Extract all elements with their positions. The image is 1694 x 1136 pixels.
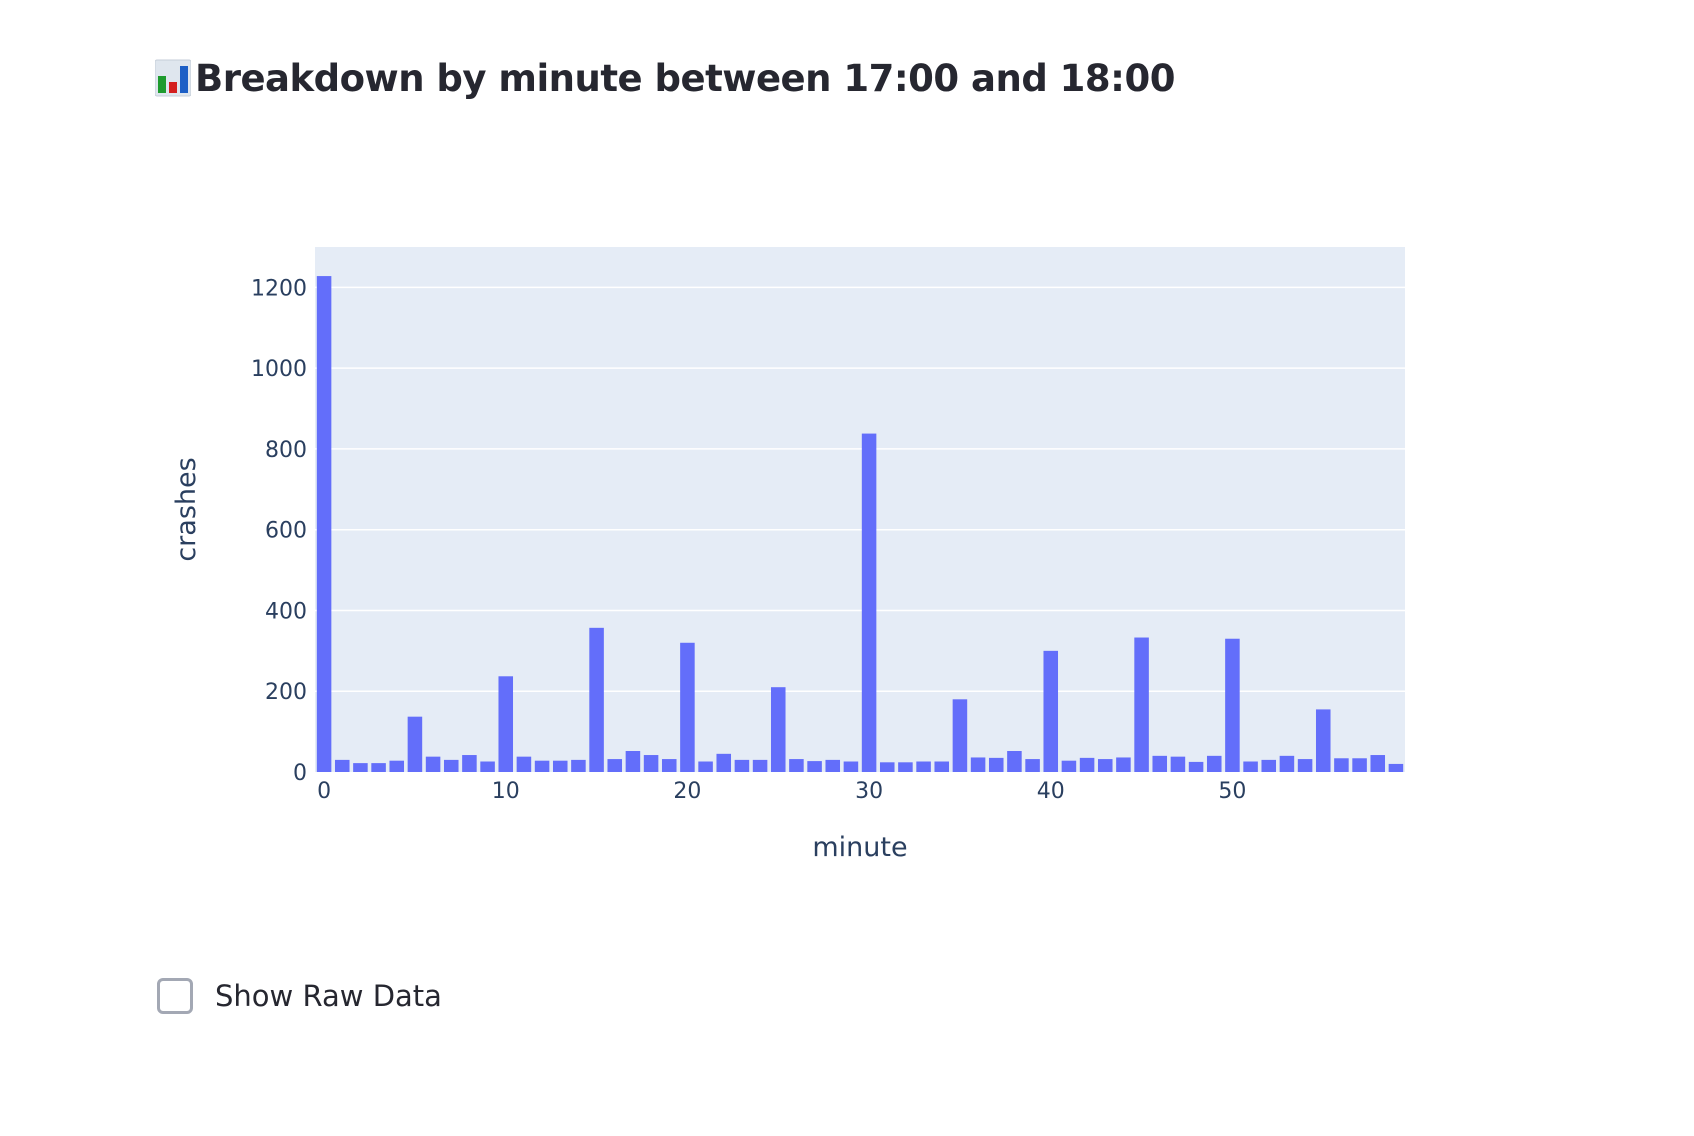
bar-minute-18 [643, 755, 659, 772]
bar-minute-4 [389, 760, 405, 772]
bar-minute-45 [1134, 637, 1149, 772]
y-tick-label: 400 [265, 599, 307, 624]
bar-minute-55 [1315, 709, 1331, 772]
bar-minute-57 [1352, 758, 1367, 772]
y-tick-label: 1000 [251, 357, 307, 382]
bar-minute-41 [1061, 760, 1077, 772]
bar-minute-12 [534, 760, 550, 772]
bar-minute-51 [1243, 761, 1258, 772]
y-tick-label: 600 [265, 519, 307, 544]
bar-minute-21 [698, 761, 713, 772]
bar-minute-50 [1225, 638, 1240, 772]
bar-minute-34 [934, 761, 950, 772]
bar-minute-31 [879, 762, 895, 772]
bar-minute-15 [589, 627, 604, 772]
bar-chart-icon [155, 59, 191, 97]
y-tick-label: 1200 [251, 276, 307, 301]
bar-minute-16 [607, 759, 623, 772]
show-raw-data-label: Show Raw Data [215, 979, 442, 1013]
bar-minute-33 [916, 761, 931, 772]
bar-minute-2 [353, 763, 368, 772]
bar-minute-47 [1170, 756, 1186, 772]
bar-minute-1 [334, 759, 350, 772]
show-raw-data-checkbox[interactable] [157, 978, 193, 1014]
bar-minute-53 [1279, 755, 1295, 772]
bar-minute-19 [661, 759, 677, 772]
bar-minute-52 [1261, 759, 1277, 772]
y-tick-label: 200 [265, 680, 307, 705]
bar-minute-35 [952, 699, 968, 772]
bar-minute-20 [680, 642, 695, 772]
y-tick-label: 0 [293, 761, 307, 786]
bar-minute-26 [789, 759, 804, 772]
bar-minute-42 [1079, 757, 1095, 772]
section-header: Breakdown by minute between 17:00 and 18… [155, 52, 1175, 104]
bar-minute-17 [625, 751, 641, 772]
bar-minute-5 [407, 716, 423, 772]
bar-minute-43 [1097, 759, 1113, 772]
bar-minute-24 [752, 759, 768, 772]
x-tick-label: 40 [1037, 779, 1065, 804]
bar-minute-23 [734, 759, 750, 772]
bar-minute-3 [371, 763, 386, 772]
show-raw-data-toggle[interactable]: Show Raw Data [157, 978, 442, 1014]
bar-minute-8 [462, 755, 477, 772]
bar-minute-7 [443, 759, 459, 772]
bar-minute-40 [1043, 650, 1059, 772]
bar-minute-49 [1206, 755, 1222, 772]
bar-minute-14 [571, 759, 586, 772]
bar-minute-22 [716, 753, 732, 772]
bar-minute-54 [1297, 759, 1313, 772]
x-tick-label: 0 [317, 779, 331, 804]
y-tick-label: 800 [265, 438, 307, 463]
plot-area [315, 247, 1405, 772]
bar-chart: 0 200 400 600 800 1000 1200 0 10 20 30 40 50 minute cr… [155, 200, 1455, 900]
bar-minute-38 [1007, 751, 1022, 772]
bar-minute-30 [861, 433, 877, 772]
bar-minute-44 [1116, 757, 1131, 772]
bar-minute-9 [480, 761, 495, 772]
bar-minute-25 [770, 687, 786, 772]
bar-minute-37 [988, 757, 1004, 772]
bar-minute-13 [552, 760, 568, 772]
bar-minute-29 [843, 761, 859, 772]
page-title: Breakdown by minute between 17:00 and 18… [195, 56, 1175, 100]
bar-minute-58 [1370, 755, 1386, 772]
x-tick-label: 10 [492, 779, 520, 804]
x-tick-label: 30 [855, 779, 883, 804]
bar-minute-39 [1025, 759, 1040, 772]
x-axis-label: minute [812, 832, 907, 863]
bar-minute-32 [898, 762, 913, 772]
y-axis-label: crashes [171, 457, 202, 561]
bar-minute-46 [1152, 755, 1168, 772]
bar-minute-0 [316, 276, 332, 772]
bar-minute-11 [516, 756, 532, 772]
x-tick-label: 20 [673, 779, 701, 804]
bar-minute-27 [807, 761, 822, 772]
bar-minute-36 [970, 757, 986, 772]
bar-minute-59 [1388, 763, 1404, 772]
bar-chart-svg: 0 200 400 600 800 1000 1200 0 10 20 30 40 50 minute cr… [171, 247, 1405, 863]
bar-minute-6 [425, 756, 441, 772]
x-tick-label: 50 [1218, 779, 1246, 804]
bar-minute-28 [825, 759, 841, 772]
bar-minute-48 [1188, 761, 1204, 772]
bar-minute-10 [498, 676, 514, 772]
bar-minute-56 [1334, 758, 1349, 772]
